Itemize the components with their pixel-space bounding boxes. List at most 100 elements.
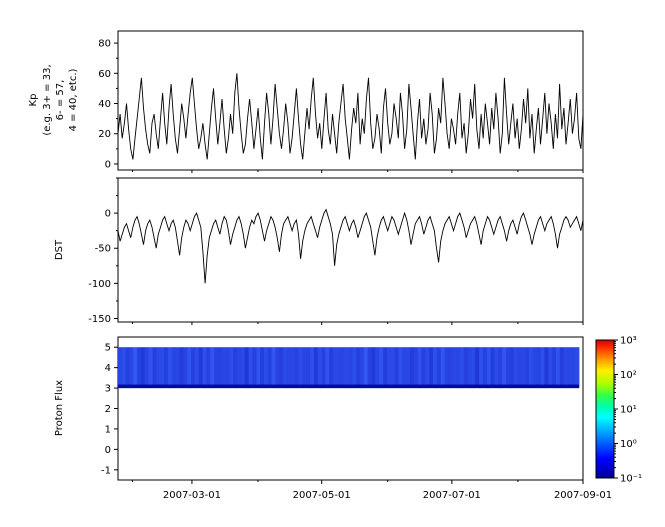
proton-flux-stripe — [390, 347, 395, 389]
proton-flux-stripe — [344, 347, 349, 389]
proton-flux-stripe — [475, 347, 480, 389]
dst-line — [117, 208, 584, 284]
proton-flux-stripe — [375, 347, 380, 389]
x-tick-label: 2007-03-01 — [163, 490, 221, 501]
y-tick-label: 80 — [98, 39, 111, 50]
proton-flux-stripe — [471, 347, 476, 389]
proton-flux-stripe — [313, 347, 319, 389]
proton-flux-stripe — [402, 347, 407, 389]
proton-flux-stripe — [310, 347, 315, 389]
proton-flux-stripe — [433, 347, 438, 389]
proton-flux-stripe — [271, 347, 276, 389]
proton-flux-stripe — [498, 347, 503, 389]
proton-flux-stripe — [529, 347, 534, 389]
kp-ylabel-line4: 4 = 40, etc.) — [68, 68, 79, 131]
proton-flux-stripe — [363, 347, 369, 389]
proton-flux-stripe — [329, 347, 334, 389]
colorbar-group: 10³ 10² 10¹ 10⁰ 10⁻¹ — [595, 336, 642, 485]
proton-flux-stripe — [517, 347, 522, 389]
proton-flux-stripe — [567, 347, 572, 389]
proton-flux-stripe — [575, 347, 580, 389]
proton-flux-stripe — [125, 347, 130, 389]
proton-flux-stripe — [463, 347, 468, 389]
y-tick-label: 5 — [105, 343, 111, 354]
proton-flux-stripe — [137, 347, 142, 389]
proton-flux-stripe — [336, 347, 342, 389]
proton-flux-stripe — [409, 347, 415, 389]
colorbar-tick-label: 10¹ — [620, 405, 637, 416]
y-tick-label: 0 — [105, 159, 111, 170]
proton-flux-stripe — [348, 347, 353, 389]
proton-flux-stripe — [279, 347, 284, 389]
proton-flux-stripe — [321, 347, 326, 389]
proton-flux-stripe — [129, 347, 134, 389]
proton-flux-bottom-edge — [118, 384, 579, 389]
proton-flux-stripe — [544, 347, 549, 389]
proton-flux-stripe — [214, 347, 219, 389]
y-tick-label: 2 — [105, 404, 111, 415]
proton-flux-stripe — [429, 347, 434, 389]
proton-flux-stripe — [540, 347, 545, 389]
proton-flux-stripe — [356, 347, 361, 389]
proton-flux-stripe — [160, 347, 165, 389]
proton-flux-stripe — [494, 347, 499, 389]
proton-flux-stripe — [352, 347, 357, 389]
proton-flux-stripe — [479, 347, 484, 389]
proton-flux-ylabel: Proton Flux — [54, 380, 65, 436]
proton-flux-stripe — [502, 347, 507, 389]
proton-flux-stripe — [229, 347, 234, 389]
proton-flux-stripe — [548, 347, 553, 389]
proton-flux-stripe — [179, 347, 184, 389]
proton-flux-stripe — [164, 347, 169, 389]
proton-flux-stripe — [306, 347, 311, 389]
proton-flux-stripe — [240, 347, 246, 389]
proton-flux-stripe — [317, 347, 323, 389]
proton-flux-stripe — [509, 347, 515, 389]
proton-flux-stripe — [141, 347, 146, 389]
colorbar-tick-label: 10⁰ — [620, 439, 637, 450]
y-tick-label: -150 — [88, 314, 111, 325]
proton-flux-stripe — [133, 347, 138, 389]
proton-flux-stripe — [183, 347, 188, 389]
proton-flux-stripe — [118, 347, 123, 389]
x-tick-label: 2007-05-01 — [293, 490, 351, 501]
proton-flux-stripe — [571, 347, 576, 389]
proton-flux-stripe — [360, 347, 365, 389]
proton-flux-stripe — [148, 347, 153, 389]
proton-flux-stripe — [210, 347, 215, 389]
proton-flux-stripe — [252, 347, 257, 389]
proton-flux-stripe — [206, 347, 211, 389]
proton-flux-stripe — [448, 347, 453, 389]
proton-flux-stripe — [283, 347, 288, 389]
y-tick-label: -100 — [88, 279, 111, 290]
colorbar-tick-label: 10² — [620, 370, 637, 381]
proton-flux-stripe — [167, 347, 173, 389]
proton-flux-stripe — [237, 347, 242, 389]
proton-flux-stripe — [267, 347, 273, 389]
proton-flux-stripe — [340, 347, 346, 389]
proton-flux-stripe — [287, 347, 292, 389]
kp-ylabel-line1: Kp — [28, 94, 39, 107]
y-tick-label: 1 — [105, 424, 111, 435]
proton-flux-stripe — [406, 347, 411, 389]
proton-flux-stripe — [256, 347, 261, 389]
y-tick-label: 60 — [98, 69, 111, 80]
y-tick-label: 40 — [98, 99, 111, 110]
proton-flux-stripe — [290, 347, 296, 389]
y-tick-label: 0 — [105, 209, 111, 220]
proton-flux-stripe — [555, 347, 561, 389]
series-group — [117, 73, 584, 389]
proton-flux-stripe — [383, 347, 388, 389]
y-tick-label: -1 — [101, 465, 111, 476]
proton-flux-stripe — [379, 347, 384, 389]
y-tick-label: 3 — [105, 384, 111, 395]
proton-flux-stripe — [444, 347, 449, 389]
colorbar — [595, 339, 615, 479]
proton-flux-stripe — [559, 347, 565, 389]
proton-flux-stripe — [198, 347, 203, 389]
kp-ylabel-line3: 6- = 57, — [55, 80, 66, 121]
proton-flux-stripe — [202, 347, 207, 389]
proton-flux-stripe — [421, 347, 426, 389]
proton-flux-stripe — [175, 347, 180, 389]
proton-flux-stripe — [490, 347, 495, 389]
